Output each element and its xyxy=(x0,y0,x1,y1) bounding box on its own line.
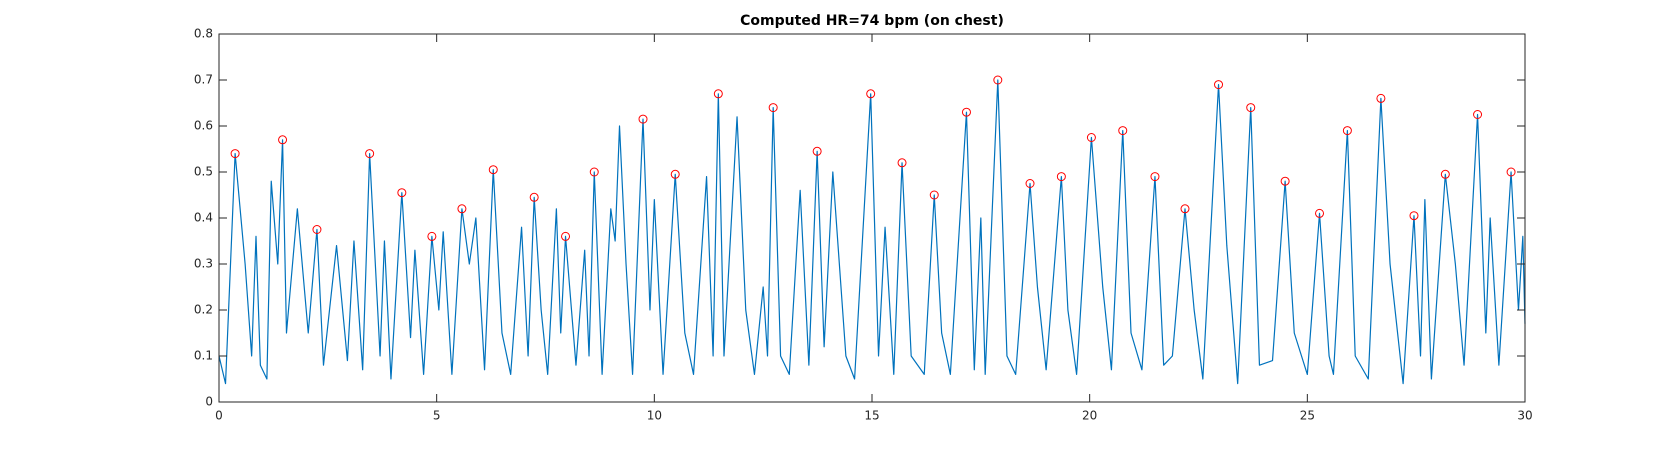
peak-marker xyxy=(312,225,322,234)
chart-title: Computed HR=74 bpm (on chest) xyxy=(740,13,1004,29)
x-tick-label: 20 xyxy=(1082,409,1097,423)
peak-marker xyxy=(1440,169,1450,179)
peak-marker xyxy=(993,75,1003,85)
peak-marker xyxy=(589,167,599,177)
peak-marker xyxy=(427,231,437,241)
peak-marker xyxy=(929,190,939,200)
peak-marker xyxy=(866,89,876,99)
peak-marker xyxy=(961,107,971,117)
peak-marker xyxy=(1473,110,1483,119)
peak-marker xyxy=(1214,80,1224,90)
peak-marker xyxy=(529,192,539,202)
x-tick-label: 25 xyxy=(1300,409,1315,423)
x-tick-label: 0 xyxy=(215,409,223,423)
peak-marker xyxy=(1150,172,1160,182)
peak-marker xyxy=(457,204,467,214)
y-tick-label: 0.1 xyxy=(194,349,213,363)
peak-marker xyxy=(1315,208,1325,218)
peak-marker xyxy=(1246,103,1256,113)
peak-marker xyxy=(1086,133,1096,142)
peak-marker xyxy=(230,149,240,159)
peak-marker xyxy=(1180,204,1190,214)
x-tick-label: 10 xyxy=(647,409,662,423)
peak-marker xyxy=(1376,93,1386,103)
y-tick-label: 0.2 xyxy=(194,303,213,317)
peak-marker xyxy=(897,158,907,168)
peak-marker xyxy=(278,135,288,145)
peak-marker xyxy=(638,114,648,124)
y-tick-label: 0.6 xyxy=(194,119,213,133)
y-tick-label: 0 xyxy=(205,395,213,409)
peak-marker xyxy=(561,231,571,241)
peak-marker xyxy=(1409,211,1419,221)
y-tick-label: 0.5 xyxy=(194,165,213,179)
peak-marker xyxy=(713,89,723,99)
peak-marker xyxy=(670,169,680,179)
y-tick-label: 0.4 xyxy=(194,211,213,225)
peak-marker xyxy=(812,146,822,156)
peak-marker xyxy=(397,188,407,198)
y-tick-label: 0.3 xyxy=(194,257,213,271)
peak-marker xyxy=(1342,126,1352,136)
x-tick-label: 30 xyxy=(1517,409,1532,423)
x-tick-label: 15 xyxy=(864,409,879,423)
peak-marker xyxy=(1056,172,1066,182)
y-tick-label: 0.7 xyxy=(194,73,213,87)
y-tick-label: 0.8 xyxy=(194,27,213,41)
peak-marker xyxy=(365,149,375,159)
peak-marker xyxy=(1118,126,1128,136)
peak-marker xyxy=(488,165,498,175)
x-tick-label: 5 xyxy=(433,409,441,423)
signal-line xyxy=(218,79,1526,385)
peak-marker xyxy=(1506,167,1516,177)
peak-marker xyxy=(1280,176,1290,186)
peak-marker xyxy=(1025,179,1035,188)
peak-marker xyxy=(768,103,778,113)
